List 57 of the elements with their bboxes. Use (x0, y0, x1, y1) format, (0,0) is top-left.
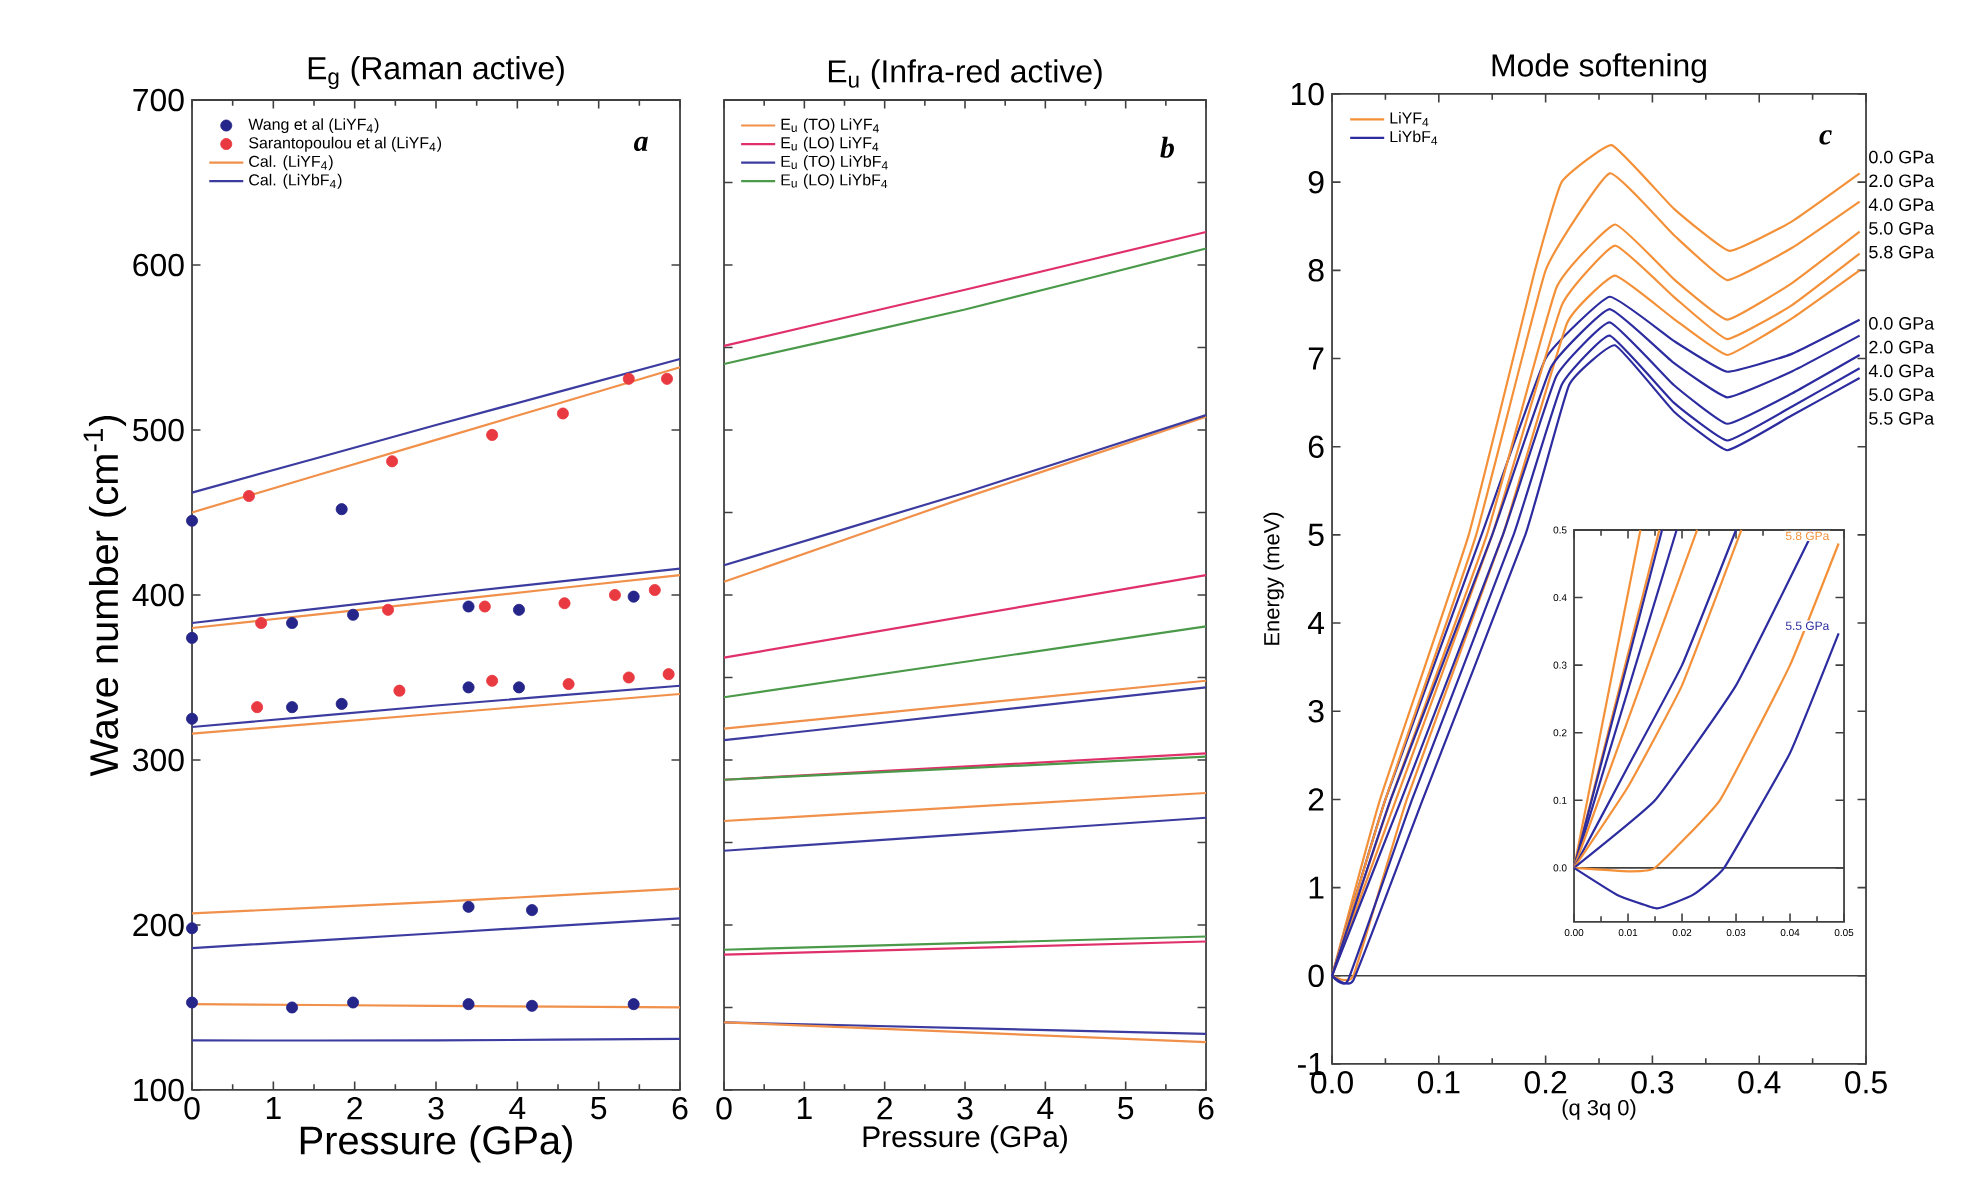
y-tick-label: 7 (1308, 347, 1324, 370)
y-tick-label: 200 (133, 913, 184, 937)
y-tick-label: 400 (132, 583, 184, 607)
y-tick-label: 10 (1291, 82, 1324, 106)
text: 0.0 GPa (1869, 317, 1935, 330)
y-tick-label: 9 (1308, 170, 1324, 194)
text: 2.0 GPa (1869, 174, 1935, 188)
text: 5.5 GPa (1869, 412, 1935, 425)
x-tick-label: 5 (591, 1097, 607, 1120)
text: 2.0 GPa (1869, 340, 1935, 354)
y-tick-label: 8 (1308, 259, 1324, 282)
y-tick-label: 4 (1307, 612, 1325, 635)
text: 5.0 GPa (1869, 388, 1935, 402)
x-tick-label: 0.3 (1631, 1071, 1674, 1094)
chart-title: E$_{g}$ (Raman active) (308, 56, 564, 89)
x-tick-label: 3 (428, 1097, 444, 1120)
y-tick-label: 300 (133, 748, 184, 772)
y-tick-label: 600 (133, 253, 184, 277)
text: 5.0 GPa (1869, 221, 1935, 235)
x-tick-label: 2 (877, 1097, 892, 1120)
y-tick-label: 500 (133, 418, 184, 442)
y-tick-label: 100 (134, 1078, 184, 1102)
x-tick-label: 4 (509, 1097, 526, 1119)
x-tick-label: 0 (184, 1097, 200, 1120)
text: 4.0 GPa (1868, 198, 1935, 211)
x-tick-label: 6 (1198, 1097, 1214, 1120)
y-tick-label: 5 (1308, 523, 1324, 546)
x-tick-label: 0 (716, 1097, 732, 1120)
x-axis-title: Pressure (GPa) (300, 1125, 572, 1163)
annotation: c (1819, 130, 1832, 145)
x-tick-label: 3 (957, 1097, 973, 1120)
text: 5.8 GPa (1869, 245, 1935, 259)
x-axis-title: Pressure (GPa) (863, 1125, 1067, 1154)
x-axis-title: (q 3q 0) (1562, 1099, 1636, 1120)
x-tick-label: 5 (1118, 1097, 1134, 1120)
y-tick-label: 700 (133, 88, 184, 112)
text: 0.0 GPa (1869, 150, 1935, 164)
x-tick-label: 1 (266, 1097, 281, 1119)
x-tick-label: 0.4 (1738, 1071, 1781, 1094)
y-axis-title: Wave number (cm$^{-1}$) (83, 415, 127, 777)
y-tick-label: 0 (1308, 964, 1324, 988)
x-tick-label: 2 (347, 1097, 362, 1120)
x-tick-label: 0.1 (1417, 1071, 1460, 1094)
chart-title: Mode softening (1492, 53, 1706, 83)
annotation: b (1160, 136, 1174, 158)
y-tick-label: 1 (1309, 876, 1324, 899)
y-tick-label: 6 (1308, 435, 1324, 458)
annotation: a (633, 136, 648, 152)
x-tick-label: 1 (797, 1097, 812, 1119)
y-tick-label: 2 (1308, 788, 1324, 811)
x-tick-label: 6 (672, 1097, 688, 1120)
y-axis-title: Energy (meV) (1263, 512, 1284, 645)
x-tick-label: 4 (1037, 1097, 1054, 1119)
chart-title: E$_{u}$ (Infra-red active) (828, 59, 1102, 89)
x-tick-label: 0.5 (1845, 1071, 1887, 1094)
text: 4.0 GPa (1868, 364, 1935, 378)
y-tick-label: 3 (1308, 699, 1324, 723)
